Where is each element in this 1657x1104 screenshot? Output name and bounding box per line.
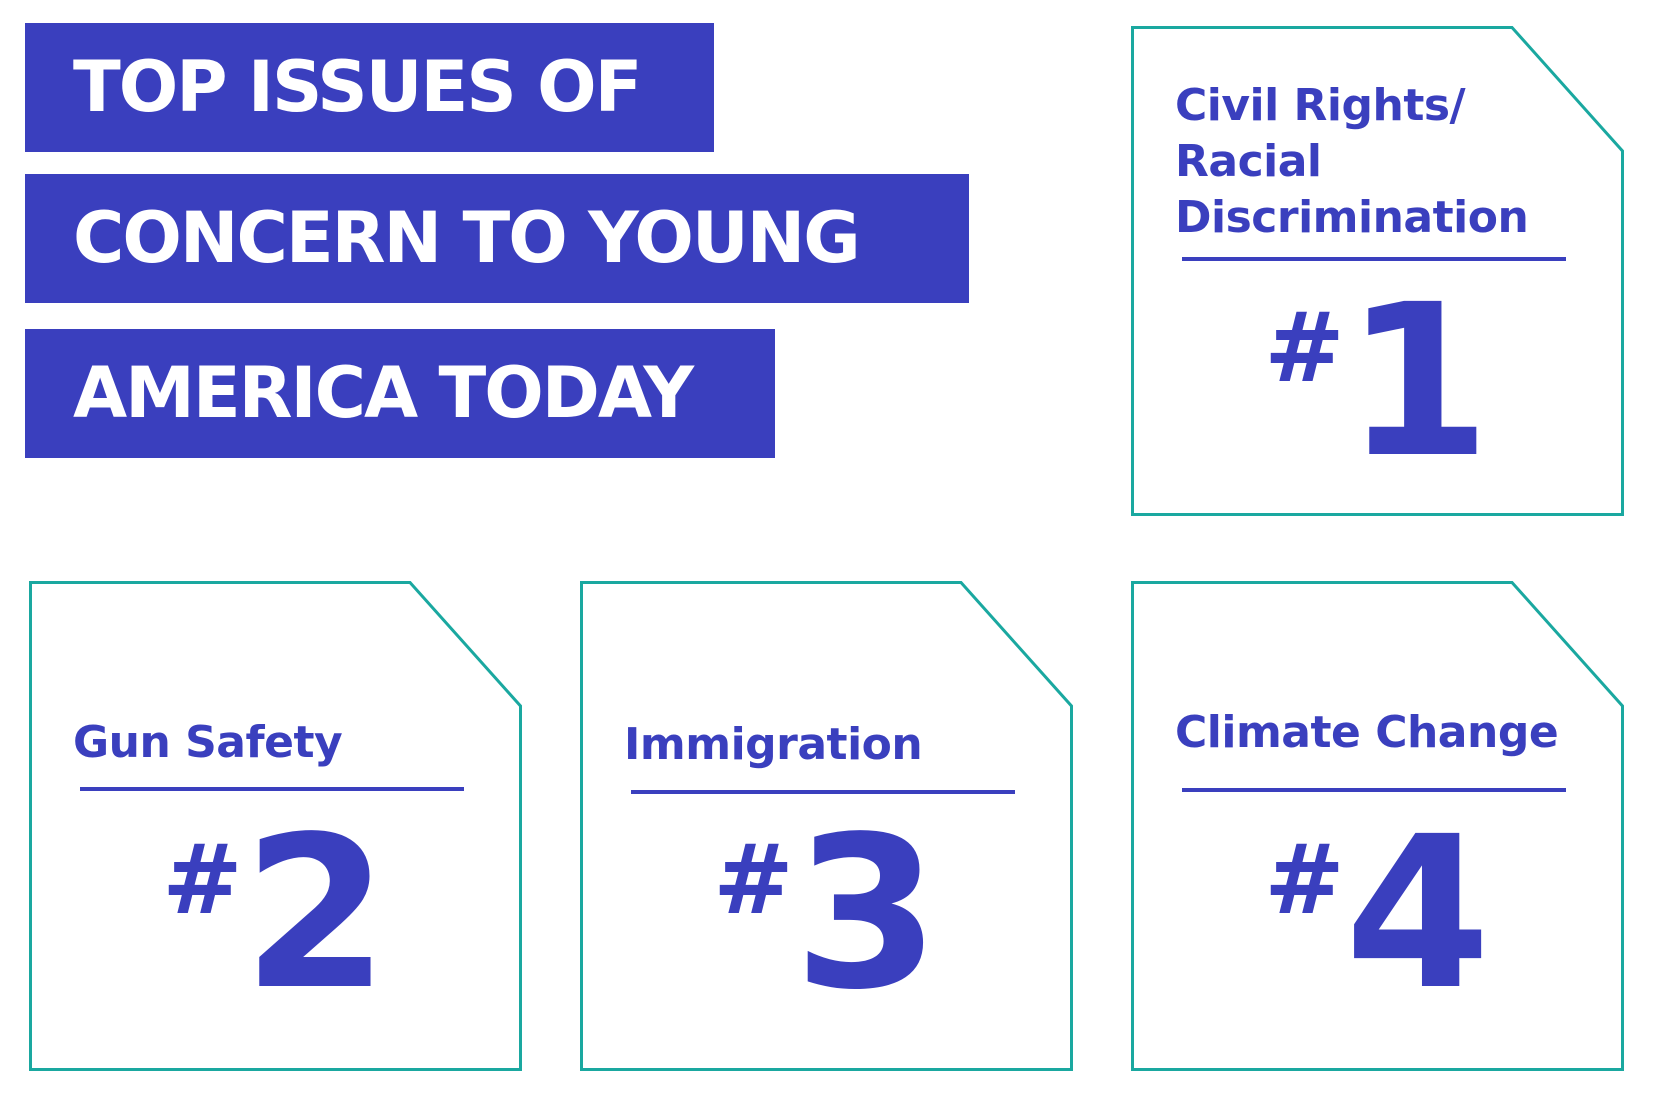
card-frame [580, 581, 1073, 1071]
label-divider [1182, 257, 1566, 261]
card-frame [1131, 581, 1624, 1071]
rank-number: #4 [1131, 791, 1624, 1036]
issue-card-1: Civil Rights/ Racial Discrimination #1 [1131, 26, 1624, 516]
issue-label: Immigration [624, 719, 923, 770]
rank-hash: # [713, 824, 794, 936]
issue-label: Climate Change [1175, 707, 1559, 758]
title-line-2: CONCERN TO YOUNG [25, 174, 969, 303]
rank-number: #2 [29, 791, 522, 1036]
issue-label: Civil Rights/ Racial Discrimination [1175, 80, 1529, 243]
rank-hash: # [162, 824, 243, 936]
rank-value: 3 [793, 791, 940, 1036]
rank-number: #3 [580, 791, 1073, 1036]
title-line-3: AMERICA TODAY [25, 329, 775, 458]
card-frame [1131, 26, 1624, 516]
rank-hash: # [1264, 824, 1345, 936]
label-divider [80, 787, 464, 791]
card-frame [29, 581, 522, 1071]
rank-number: #1 [1131, 259, 1624, 504]
rank-value: 1 [1344, 259, 1491, 504]
issue-label: Gun Safety [73, 717, 343, 768]
issue-card-3: Immigration #3 [580, 581, 1073, 1071]
label-divider [631, 790, 1015, 794]
title-line-1: TOP ISSUES OF [25, 23, 714, 152]
rank-value: 2 [242, 791, 389, 1036]
issue-card-4: Climate Change #4 [1131, 581, 1624, 1071]
rank-value: 4 [1344, 791, 1491, 1036]
label-divider [1182, 788, 1566, 792]
issue-card-2: Gun Safety #2 [29, 581, 522, 1071]
rank-hash: # [1264, 292, 1345, 404]
